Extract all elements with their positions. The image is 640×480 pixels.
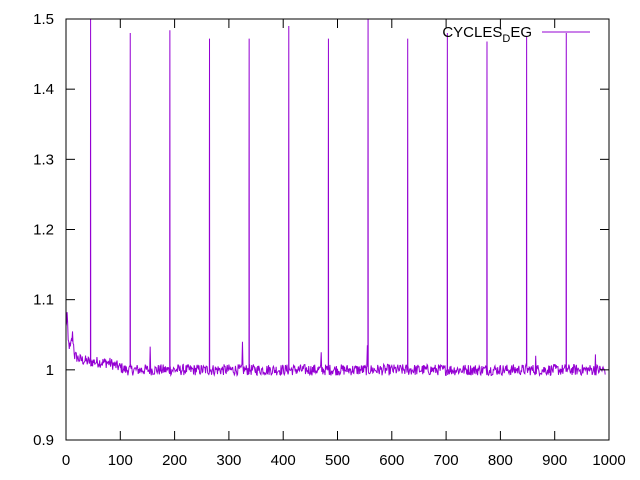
x-tick-label: 0 [62,452,70,469]
x-tick-label: 500 [325,452,350,469]
x-tick-label: 1000 [592,452,625,469]
axes: 0 100 200 300 400 500 600 700 800 900 1000 0.9 1 1.1 1… [33,11,626,469]
legend-label-main: CYCLES [442,24,502,41]
x-tick-label: 600 [379,452,404,469]
y-tick-label: 1.5 [33,11,54,28]
x-tick-label: 200 [162,452,187,469]
x-tick-label: 800 [488,452,513,469]
legend-label-sub: D [502,33,510,45]
y-tick-label: 1 [46,362,54,379]
legend: CYCLESDEG [442,24,590,45]
series-line-cycles-deg [65,18,606,378]
legend-label: CYCLESDEG [442,24,532,45]
legend-label-rest: EG [510,24,532,41]
y-tick-label: 1.2 [33,222,54,239]
x-tick-label: 300 [216,452,241,469]
y-tick-label: 1.1 [33,292,54,309]
x-tick-label: 700 [434,452,459,469]
x-tick-label: 100 [108,452,133,469]
plot-area [65,18,606,378]
x-tick-label: 900 [542,452,567,469]
plot-frame [65,18,610,441]
y-tick-label: 0.9 [33,432,54,449]
y-tick-label: 1.4 [33,81,54,98]
y-tick-label: 1.3 [33,151,54,168]
x-tick-label: 400 [271,452,296,469]
